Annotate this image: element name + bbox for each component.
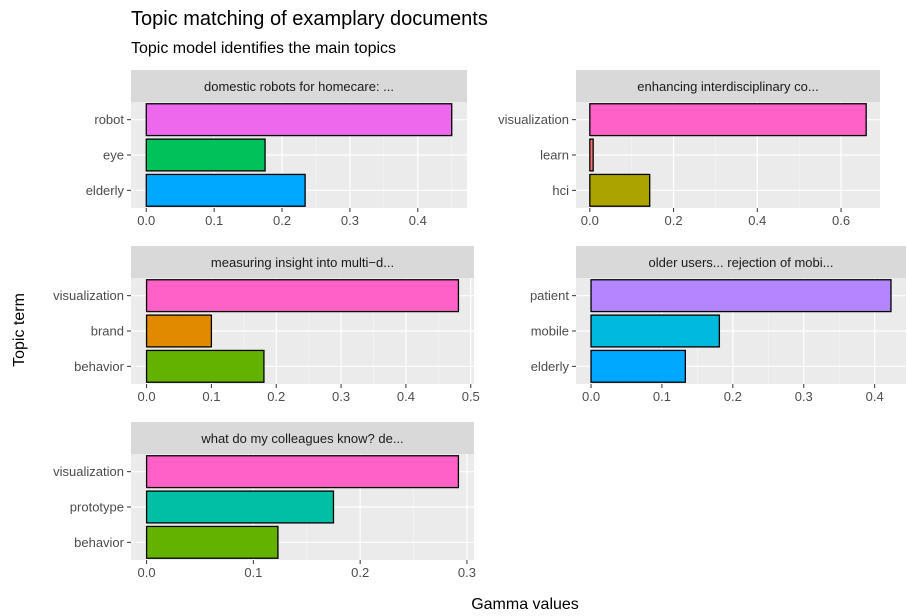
facet-panel: older users... rejection of mobi... 0.0 0.… [530,246,906,404]
facet-strip [131,70,467,102]
bar [145,314,213,348]
facet-strip-label: measuring insight into multi−d... [211,255,394,270]
bar [145,455,460,489]
x-tick-label: 0.1 [653,389,671,404]
facet-strip [131,422,474,454]
y-tick-label: elderly [86,183,125,198]
x-tick-label: 0.3 [458,565,476,580]
bar [145,138,266,172]
x-tick-label: 0.5 [462,389,480,404]
x-tick-label: 0.2 [273,213,291,228]
x-tick-label: 0.1 [202,389,220,404]
bar [145,173,306,207]
bar [590,279,892,313]
facet-strip-label: older users... rejection of mobi... [649,255,834,270]
facet-strip [576,246,906,278]
y-tick-label: visualization [53,464,124,479]
x-tick-label: 0.2 [665,213,683,228]
facets-layer: domestic robots for homecare: ... 0.0 0.1 0… [53,70,906,580]
y-tick-label: visualization [498,112,569,127]
x-tick-label: 0.3 [332,389,350,404]
bar [590,349,686,383]
facet-panel: measuring insight into multi−d... 0.0 0.1 0… [53,246,480,404]
facet-panel: domestic robots for homecare: ... 0.0 0.1 0… [86,70,467,228]
x-tick-label: 0.0 [137,213,155,228]
y-axis-title: Topic term [11,293,28,367]
facet-strip [131,246,474,278]
bar [589,138,594,172]
x-axis-title: Gamma values [471,596,579,613]
x-tick-label: 0.0 [581,213,599,228]
y-tick-label: visualization [53,288,124,303]
x-tick-label: 0.0 [138,565,156,580]
bar [145,279,460,313]
bar [145,103,453,137]
x-tick-label: 0.6 [832,213,850,228]
x-tick-label: 0.4 [866,389,884,404]
y-tick-label: learn [540,148,569,163]
x-tick-label: 0.2 [351,565,369,580]
y-tick-label: hci [552,183,569,198]
y-tick-label: patient [530,288,569,303]
x-tick-label: 0.4 [397,389,415,404]
y-tick-label: behavior [74,535,125,550]
y-tick-label: prototype [70,500,124,515]
y-tick-label: behavior [74,359,125,374]
bar [590,314,721,348]
y-tick-label: robot [94,112,124,127]
x-tick-label: 0.2 [724,389,742,404]
facet-strip-label: enhancing interdisciplinary co... [637,79,818,94]
y-tick-label: brand [91,324,124,339]
facet-strip-label: domestic robots for homecare: ... [204,79,394,94]
bar [145,349,265,383]
x-tick-label: 0.0 [138,389,156,404]
facet-panel: what do my colleagues know? de... 0.0 0.1 0… [53,422,476,580]
x-tick-label: 0.2 [267,389,285,404]
bar [589,103,867,137]
bar [145,525,279,559]
bar [145,490,335,524]
chart-subtitle: Topic model identifies the main topics [131,40,396,57]
bar [589,173,651,207]
facet-strip-label: what do my colleagues know? de... [200,431,403,446]
facet-panel: enhancing interdisciplinary co... 0.0 0.2 0… [498,70,880,228]
y-tick-label: eye [103,148,124,163]
facet-strip [576,70,880,102]
x-tick-label: 0.4 [748,213,766,228]
x-tick-label: 0.3 [341,213,359,228]
y-tick-label: mobile [531,324,569,339]
chart-title: Topic matching of examplary documents [131,8,488,30]
y-tick-label: elderly [531,359,570,374]
x-tick-label: 0.1 [244,565,262,580]
x-tick-label: 0.1 [205,213,223,228]
x-tick-label: 0.3 [795,389,813,404]
x-tick-label: 0.4 [409,213,427,228]
x-tick-label: 0.0 [582,389,600,404]
